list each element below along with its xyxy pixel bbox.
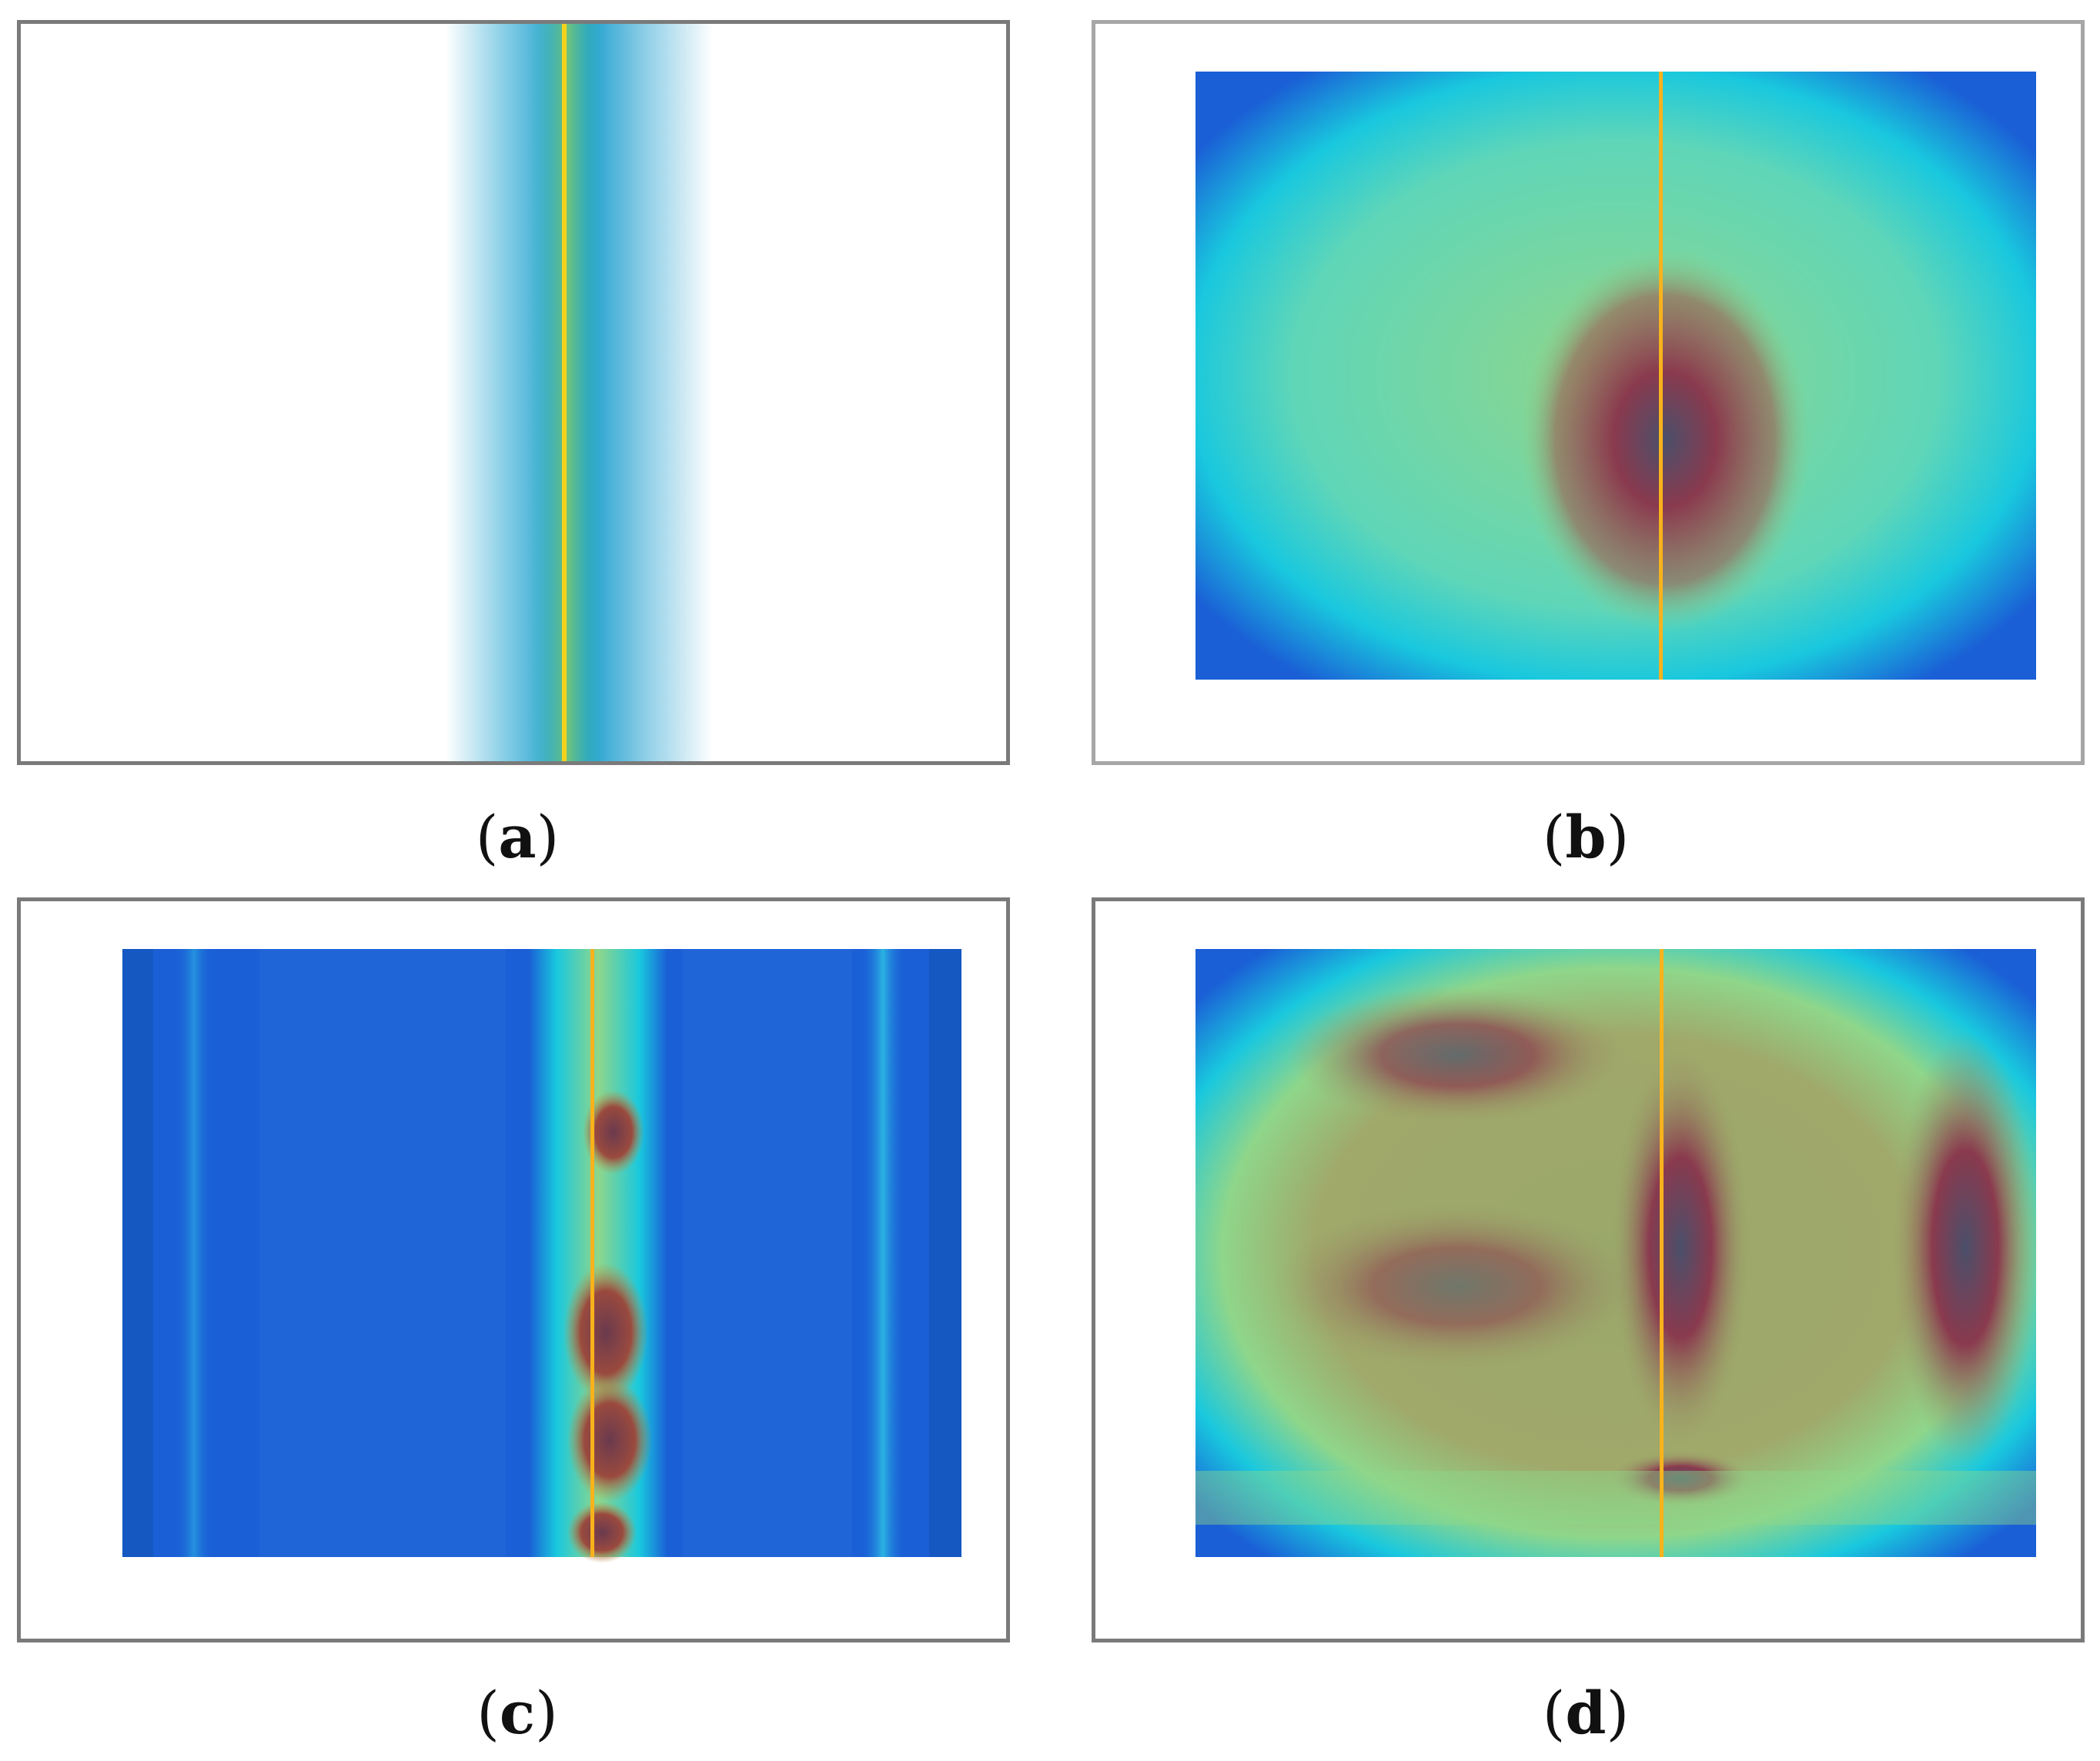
center-line	[562, 24, 567, 761]
caption-c: (c)	[477, 1679, 558, 1747]
caption-c-letter: c	[499, 1679, 536, 1747]
center-line	[1660, 949, 1664, 1557]
heatmap-a	[21, 24, 1006, 761]
caption-a-letter: a	[498, 803, 537, 871]
caption-b: (b)	[1542, 803, 1630, 871]
caption-d-letter: d	[1565, 1679, 1607, 1747]
heatmap-b	[1195, 72, 2036, 680]
heatmap-c	[122, 949, 961, 1563]
panel-b-image	[1092, 20, 2085, 765]
caption-d: (d)	[1542, 1679, 1630, 1747]
caption-a: (a)	[475, 803, 560, 871]
center-line	[1659, 72, 1663, 680]
heatmap-d	[1195, 949, 2038, 1557]
panel-d-image	[1092, 897, 2085, 1642]
panel-a-image	[17, 20, 1010, 765]
panel-c-image	[17, 897, 1010, 1642]
center-line	[590, 949, 594, 1557]
caption-b-letter: b	[1565, 803, 1607, 871]
